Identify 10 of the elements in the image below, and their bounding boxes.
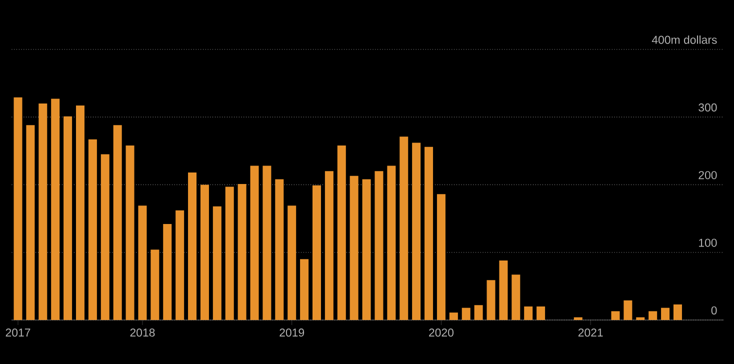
y-tick-label: 200 bbox=[698, 171, 717, 180]
y-tick-label: 300 bbox=[698, 103, 717, 112]
y-tick-label: 100 bbox=[699, 238, 717, 247]
x-tick-label: 2018 bbox=[130, 328, 155, 337]
x-tick-label: 2019 bbox=[280, 328, 304, 337]
y-tick-label: 400m dollars bbox=[652, 35, 717, 44]
y-tick-label: 0 bbox=[711, 306, 717, 314]
x-tick-label: 2020 bbox=[429, 328, 454, 337]
x-tick-label: 2017 bbox=[6, 328, 30, 337]
x-tick-label: 2021 bbox=[578, 328, 603, 337]
